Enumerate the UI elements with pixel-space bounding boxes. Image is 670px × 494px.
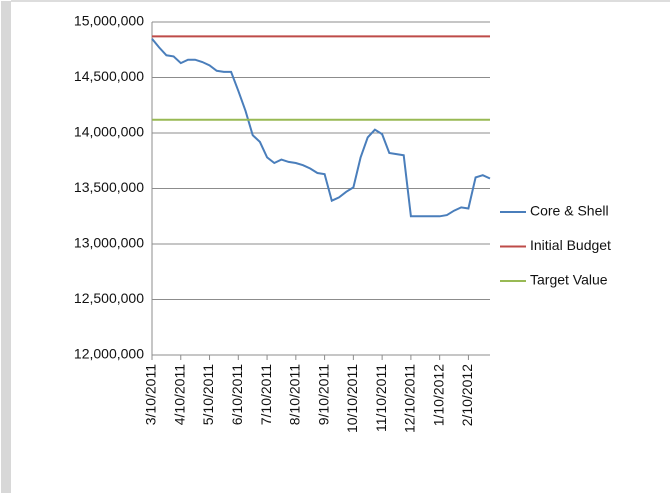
x-tick-label: 10/10/2011: [344, 364, 360, 433]
x-tick-label: 8/10/2011: [287, 364, 303, 425]
y-tick-label: 12,000,000: [74, 346, 144, 362]
frame-edge: [1, 1, 11, 493]
x-tick-label: 12/10/2011: [402, 364, 418, 433]
legend-label: Target Value: [530, 272, 608, 288]
x-tick-label: 11/10/2011: [373, 364, 389, 432]
legend-label: Initial Budget: [530, 237, 611, 253]
x-tick-label: 2/10/2012: [459, 364, 475, 426]
y-tick-label: 13,500,000: [74, 179, 144, 195]
series-line: [151, 38, 491, 218]
x-tick-label: 4/10/2011: [171, 364, 187, 425]
x-tick-label: 5/10/2011: [200, 364, 216, 425]
x-tick-label: 6/10/2011: [229, 364, 245, 425]
x-tick-label: 9/10/2011: [315, 364, 331, 425]
x-tick-label: 3/10/2011: [143, 364, 159, 425]
y-tick-label: 14,000,000: [74, 124, 144, 140]
y-tick-label: 15,000,000: [74, 13, 144, 29]
x-tick-label: 1/10/2012: [430, 364, 446, 426]
legend-label: Core & Shell: [530, 203, 609, 219]
y-tick-label: 14,500,000: [74, 68, 144, 84]
x-tick-label: 7/10/2011: [258, 364, 274, 425]
y-tick-label: 12,500,000: [74, 290, 144, 306]
y-tick-label: 13,000,000: [74, 235, 144, 251]
